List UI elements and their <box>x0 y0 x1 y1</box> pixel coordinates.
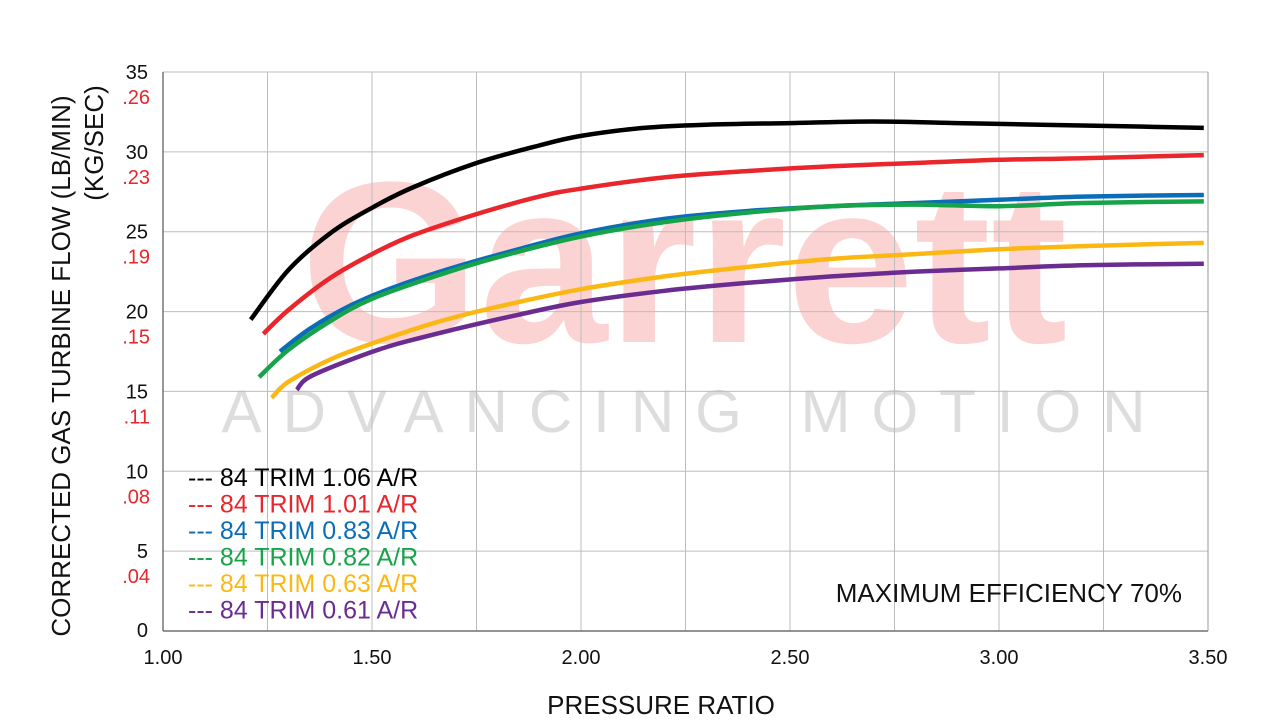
y-secondary-tick-label: .08 <box>122 486 150 508</box>
legend-entry: --- 84 TRIM 0.61 A/R <box>188 597 418 625</box>
x-tick-label: 1.50 <box>353 647 392 669</box>
legend-entry: --- 84 TRIM 1.06 A/R <box>188 464 418 492</box>
x-tick-label: 2.00 <box>562 647 601 669</box>
series-line <box>248 119 1204 321</box>
legend-entry: --- 84 TRIM 0.82 A/R <box>188 544 418 572</box>
y-secondary-tick-label: .04 <box>122 566 150 588</box>
x-tick-label: 2.50 <box>771 647 810 669</box>
y-tick-label: 35 <box>126 62 148 84</box>
y-tick-label: 15 <box>126 381 148 403</box>
y-tick-label: 20 <box>126 302 148 324</box>
y-axis-secondary-title: (KG/SEC) <box>79 85 109 201</box>
y-secondary-tick-label: .19 <box>122 247 150 269</box>
legend-entry: --- 84 TRIM 0.83 A/R <box>188 517 418 545</box>
y-tick-label: 0 <box>137 620 148 642</box>
watermark-logo: Garrett <box>301 134 1068 391</box>
y-tick-label: 30 <box>126 142 148 164</box>
legend-entry: --- 84 TRIM 1.01 A/R <box>188 491 418 519</box>
y-tick-label: 5 <box>137 541 148 563</box>
watermark-tagline: ADVANCING MOTION <box>222 378 1167 445</box>
legend-entry: --- 84 TRIM 0.63 A/R <box>188 570 418 598</box>
y-secondary-tick-label: .15 <box>122 327 150 349</box>
series-line <box>295 261 1204 392</box>
y-tick-label: 10 <box>126 461 148 483</box>
axes <box>162 72 1209 632</box>
y-tick-label: 25 <box>126 222 148 244</box>
series-line <box>270 240 1204 400</box>
series-lines <box>248 119 1204 400</box>
series-line <box>261 152 1204 336</box>
x-tick-label: 3.50 <box>1189 647 1228 669</box>
y-axis-title: CORRECTED GAS TURBINE FLOW (LB/MIN) <box>46 95 76 636</box>
tick-labels: 1.00 1.50 2.00 2.50 3.00 3.50 0 5 10 15 20 25 30 35 .0… <box>122 62 1227 669</box>
y-secondary-tick-label: .23 <box>122 167 150 189</box>
x-tick-label: 3.00 <box>980 647 1019 669</box>
x-tick-label: 1.00 <box>144 647 183 669</box>
y-secondary-tick-label: .26 <box>122 87 150 109</box>
grid <box>163 71 1208 632</box>
series-line <box>278 192 1204 354</box>
efficiency-annotation: MAXIMUM EFFICIENCY 70% <box>836 578 1182 608</box>
y-secondary-tick-label: .11 <box>124 406 150 428</box>
x-axis-title: PRESSURE RATIO <box>547 690 775 720</box>
series-line <box>257 199 1204 379</box>
legend: --- 84 TRIM 1.06 A/R--- 84 TRIM 1.01 A/R… <box>188 464 418 625</box>
